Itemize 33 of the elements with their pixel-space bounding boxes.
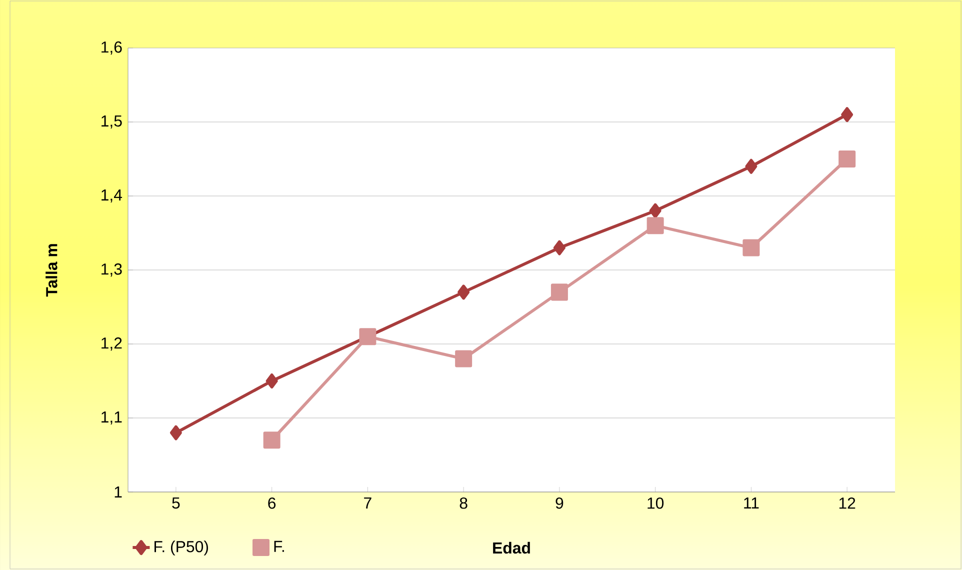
x-tick-label: 9 [556,498,564,509]
legend-label: F. (P50) [154,540,208,556]
y-tick-label: 1,3 [102,263,122,277]
x-tick-label: 6 [268,498,276,509]
point [745,158,758,174]
y-tick-label: 1,5 [102,115,122,128]
x-tick-label: 8 [460,498,468,509]
point [838,150,856,168]
x-tick-label: 5 [172,497,180,509]
point [455,350,472,368]
point [263,432,280,449]
point [841,107,854,122]
point [550,284,568,301]
x-tick-label: 11 [744,497,759,508]
x-tick-label: 12 [839,498,856,509]
legend-label: F. [274,540,284,552]
point [458,284,470,300]
y-tick-label: 1,1 [102,411,122,424]
point [359,328,376,346]
y-tick-label: 1,4 [102,189,122,202]
y-tick-label: 1 [114,486,122,498]
x-axis-title: Edad [493,542,530,554]
point [646,217,664,234]
point [649,203,662,218]
y-tick-label: 1,2 [102,337,122,351]
point [170,425,182,440]
point [266,373,278,388]
x-tick-label: 10 [648,498,664,509]
y-axis-title: Talla m [46,244,58,297]
x-tick-label: 7 [364,497,372,508]
point [553,240,566,256]
point [742,239,760,256]
y-tick-label: 1,6 [102,41,122,55]
